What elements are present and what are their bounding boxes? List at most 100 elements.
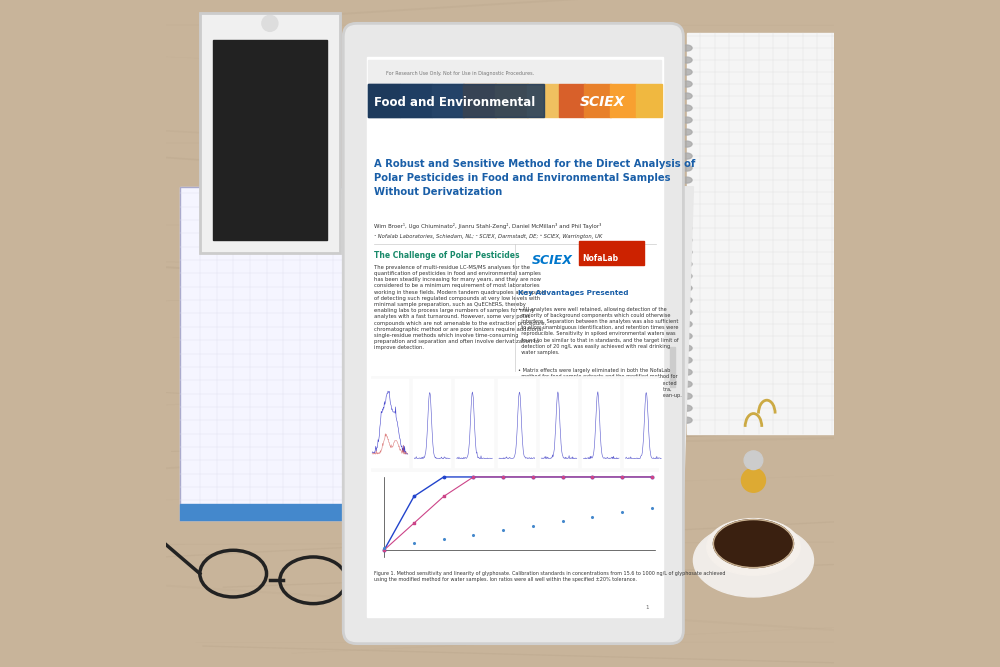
Bar [367, 57, 663, 617]
Text: NofaLab: NofaLab [582, 253, 618, 263]
FancyBboxPatch shape [343, 23, 683, 644]
Ellipse shape [681, 93, 692, 99]
Ellipse shape [507, 193, 519, 199]
Ellipse shape [507, 434, 519, 440]
Circle shape [262, 15, 278, 31]
Ellipse shape [681, 261, 692, 267]
Point [406, 491, 422, 502]
Ellipse shape [681, 273, 692, 279]
Ellipse shape [707, 519, 800, 575]
Ellipse shape [681, 297, 692, 303]
Ellipse shape [507, 332, 519, 339]
Ellipse shape [681, 105, 692, 111]
Ellipse shape [681, 141, 692, 147]
Point [436, 534, 452, 544]
Ellipse shape [507, 307, 519, 313]
Polygon shape [667, 187, 693, 600]
Bar [670, 347, 675, 387]
Ellipse shape [681, 69, 692, 75]
Bar [636, 84, 662, 117]
Point [465, 529, 481, 540]
Point [436, 472, 452, 482]
Ellipse shape [681, 189, 692, 195]
Polygon shape [200, 13, 340, 253]
Point [644, 472, 660, 482]
Point [584, 472, 600, 482]
Ellipse shape [507, 383, 519, 390]
Bar [540, 380, 578, 468]
Text: ¹ Nofalab Laboratories, Schiedam, NL; ² SCIEX, Darmstadt, DE; ³ SCIEX, Warringto: ¹ Nofalab Laboratories, Schiedam, NL; ² … [374, 234, 602, 239]
Polygon shape [667, 600, 680, 627]
Ellipse shape [681, 321, 692, 327]
Bar [455, 380, 494, 468]
Text: Key Advantages Presented: Key Advantages Presented [518, 290, 628, 296]
Ellipse shape [681, 369, 692, 375]
Text: Figure 1. Method sensitivity and linearity of glyphosate. Calibration standards : Figure 1. Method sensitivity and lineari… [374, 571, 725, 582]
Point [495, 472, 511, 482]
Bar [413, 380, 451, 468]
Ellipse shape [681, 213, 692, 219]
Ellipse shape [507, 294, 519, 301]
Ellipse shape [681, 394, 692, 399]
Ellipse shape [507, 446, 519, 453]
Point [614, 472, 630, 482]
Point [465, 472, 481, 482]
Polygon shape [180, 187, 513, 520]
Text: Food and Environmental: Food and Environmental [374, 95, 535, 109]
Ellipse shape [681, 237, 692, 243]
Point [644, 502, 660, 513]
Ellipse shape [507, 243, 519, 250]
Point [376, 544, 392, 555]
Ellipse shape [507, 497, 519, 504]
Ellipse shape [507, 484, 519, 491]
Point [376, 543, 392, 554]
Point [376, 544, 392, 555]
Ellipse shape [507, 281, 519, 288]
Ellipse shape [507, 345, 519, 352]
Ellipse shape [681, 309, 692, 315]
Ellipse shape [681, 201, 692, 207]
Text: For Research Use Only. Not for Use in Diagnostic Procedures.: For Research Use Only. Not for Use in Di… [386, 71, 534, 75]
Ellipse shape [507, 231, 519, 237]
Bar [527, 84, 559, 117]
Ellipse shape [507, 370, 519, 377]
Bar [495, 84, 528, 117]
Ellipse shape [507, 459, 519, 466]
Circle shape [741, 468, 765, 492]
Bar [610, 84, 636, 117]
Ellipse shape [507, 269, 519, 275]
Text: 1: 1 [645, 605, 648, 610]
Circle shape [744, 451, 763, 470]
Ellipse shape [507, 472, 519, 478]
Point [525, 472, 541, 482]
Ellipse shape [681, 129, 692, 135]
Bar [200, 13, 340, 253]
Point [584, 512, 600, 522]
Bar [579, 241, 644, 265]
Point [555, 472, 571, 482]
Ellipse shape [681, 285, 692, 291]
Polygon shape [687, 33, 847, 434]
Point [644, 472, 660, 482]
Text: SCIEX: SCIEX [532, 253, 573, 267]
Ellipse shape [507, 256, 519, 263]
Bar [371, 474, 658, 560]
Ellipse shape [681, 249, 692, 255]
Ellipse shape [507, 205, 519, 212]
Point [495, 472, 511, 482]
Point [465, 472, 481, 482]
Text: A Robust and Sensitive Method for the Direct Analysis of
Polar Pesticides in Foo: A Robust and Sensitive Method for the Di… [374, 159, 695, 197]
Point [525, 520, 541, 531]
Ellipse shape [681, 346, 692, 352]
Text: • Matrix effects were largely eliminated in both the NofaLab
  method for food s: • Matrix effects were largely eliminated… [518, 368, 681, 398]
Ellipse shape [681, 153, 692, 159]
Bar [559, 84, 585, 117]
Bar [213, 40, 327, 240]
Ellipse shape [681, 358, 692, 363]
Bar [463, 84, 496, 117]
Point [614, 472, 630, 482]
Ellipse shape [681, 177, 692, 183]
Ellipse shape [681, 418, 692, 424]
Bar [371, 380, 409, 468]
Ellipse shape [713, 520, 793, 568]
